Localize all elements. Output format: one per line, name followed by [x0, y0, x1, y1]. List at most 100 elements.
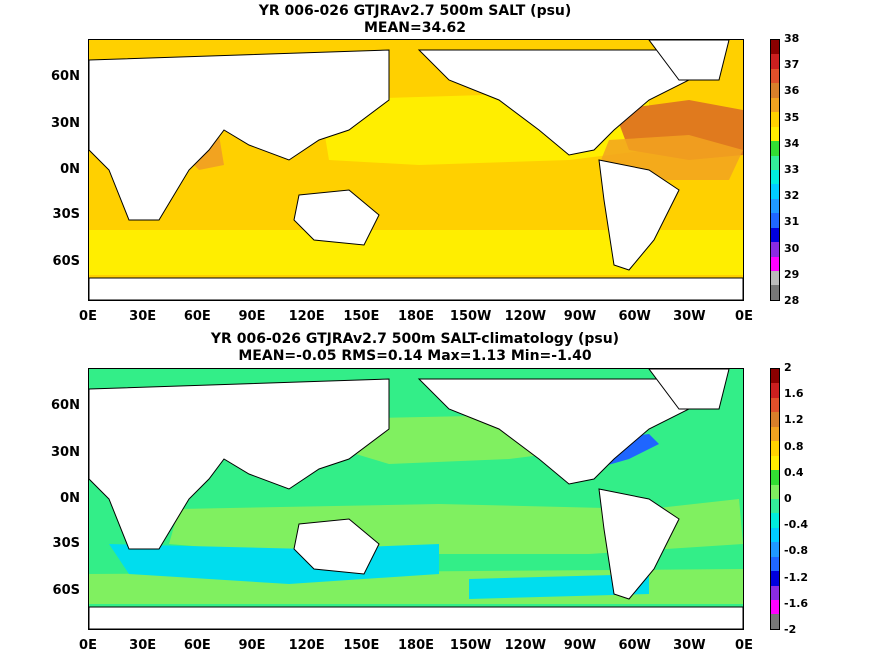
lon-label: 90W [563, 638, 597, 653]
colorbar-segment [771, 571, 779, 586]
antarctica [89, 277, 743, 300]
south-america [598, 159, 680, 271]
colorbar-tick-label: 31 [784, 215, 800, 229]
colorbar-segment [771, 455, 779, 471]
panel2-title: YR 006-026 GTJRAv2.7 500m SALT-climatolo… [0, 331, 830, 365]
colorbar-segment [771, 184, 779, 199]
colorbar-segment [771, 83, 779, 98]
colorbar-segment [771, 470, 779, 485]
lon-label: 0E [79, 309, 97, 324]
colorbar-segment [771, 169, 779, 185]
colorbar-tick-label: -1.2 [784, 570, 809, 584]
lon-label: 150W [449, 638, 492, 653]
lat-label: 60N [51, 69, 80, 84]
colorbar-tick-label: 32 [784, 189, 800, 203]
colorbar-tick-label: 1.2 [784, 413, 804, 427]
lon-label: 120E [288, 309, 325, 324]
colorbar-segment [771, 397, 779, 413]
eurasia-africa [89, 49, 390, 221]
colorbar-tick-label: 33 [784, 163, 800, 176]
lon-label: 0E [735, 638, 753, 653]
colorbar-segment [771, 614, 779, 629]
colorbar-tick-label: -0.8 [784, 544, 809, 558]
colorbar-segment [771, 542, 779, 557]
colorbar-tick-label: 37 [784, 58, 800, 72]
lon-label: 60W [618, 309, 651, 324]
panel1-map-svg [89, 40, 743, 300]
panel2-title-line2: MEAN=-0.05 RMS=0.14 Max=1.13 Min=-1.40 [238, 348, 592, 364]
colorbar-segment [771, 198, 779, 214]
panel2-map-svg [89, 369, 743, 629]
lon-label: 180E [397, 309, 435, 324]
colorbar-segment [771, 40, 779, 55]
lat-label: 60S [52, 254, 80, 269]
lat-label: 30S [52, 207, 80, 222]
colorbar-segment [771, 54, 779, 69]
landmasses [89, 369, 743, 629]
colorbar-segment [771, 155, 779, 170]
panel2-title-line1: YR 006-026 GTJRAv2.7 500m SALT-climatolo… [210, 331, 620, 347]
colorbar-segment [771, 213, 779, 228]
colorbar-tick-label: -1.6 [784, 596, 809, 610]
lat-label: 60N [51, 398, 80, 413]
colorbar-segment [771, 383, 779, 398]
lat-label: 30N [51, 445, 80, 460]
lon-label: 120W [504, 638, 547, 653]
southern-cyan-pacific [469, 574, 649, 599]
panel2-map [88, 368, 744, 630]
colorbar-segment [771, 556, 779, 572]
lon-label: 180E [397, 638, 435, 653]
southern-fresh-band [89, 230, 743, 275]
lat-label: 0N [60, 162, 80, 177]
lon-label: 150E [343, 309, 380, 324]
landmasses [89, 40, 743, 300]
colorbar-segment [771, 426, 779, 442]
colorbar-tick-label: 0.8 [784, 439, 804, 453]
lon-label: 120W [504, 309, 547, 324]
lon-label: 30W [673, 309, 706, 324]
colorbar-segment [771, 256, 779, 271]
australia [293, 518, 380, 575]
colorbar-segment [771, 141, 779, 156]
lon-label: 30E [129, 638, 157, 653]
panel2-colorbar [770, 368, 780, 630]
colorbar-tick-label: 28 [784, 294, 800, 307]
colorbar-tick-label: -0.4 [784, 518, 809, 532]
colorbar-segment [771, 227, 779, 243]
lat-label: 30S [52, 536, 80, 551]
panel1-title-line1: YR 006-026 GTJRAv2.7 500m SALT (psu) [258, 3, 572, 19]
lon-label: 60E [183, 638, 211, 653]
colorbar-segment [771, 498, 779, 514]
lon-label: 90W [563, 309, 597, 324]
greenland [648, 369, 730, 410]
lon-label: 30W [673, 638, 706, 653]
lat-label: 60S [52, 583, 80, 598]
lon-label: 0E [735, 309, 753, 324]
colorbar-tick-label: -2 [784, 623, 797, 636]
lon-label: 90E [238, 309, 266, 324]
colorbar-segment [771, 412, 779, 427]
greenland [648, 40, 730, 81]
colorbar-segment [771, 271, 779, 286]
australia [293, 189, 380, 246]
colorbar-tick-label: 35 [784, 110, 800, 124]
south-america [598, 488, 680, 600]
lon-label: 60W [618, 638, 651, 653]
colorbar-tick-label: 36 [784, 84, 800, 98]
lat-label: 0N [60, 491, 80, 506]
panel1-colorbar [770, 39, 780, 301]
colorbar-segment [771, 369, 779, 384]
colorbar-tick-label: 2 [784, 361, 792, 374]
colorbar-tick-label: 0 [784, 492, 792, 505]
eurasia-africa [89, 378, 390, 550]
antarctica [89, 606, 743, 629]
colorbar-segment [771, 513, 779, 528]
colorbar-tick-label: 30 [784, 241, 800, 255]
colorbar-tick-label: 34 [784, 136, 800, 150]
colorbar-segment [771, 126, 779, 142]
colorbar-segment [771, 585, 779, 600]
colorbar-segment [771, 527, 779, 543]
lon-label: 60E [183, 309, 211, 324]
panel1-title-line2: MEAN=34.62 [363, 20, 467, 36]
lat-label: 30N [51, 116, 80, 131]
